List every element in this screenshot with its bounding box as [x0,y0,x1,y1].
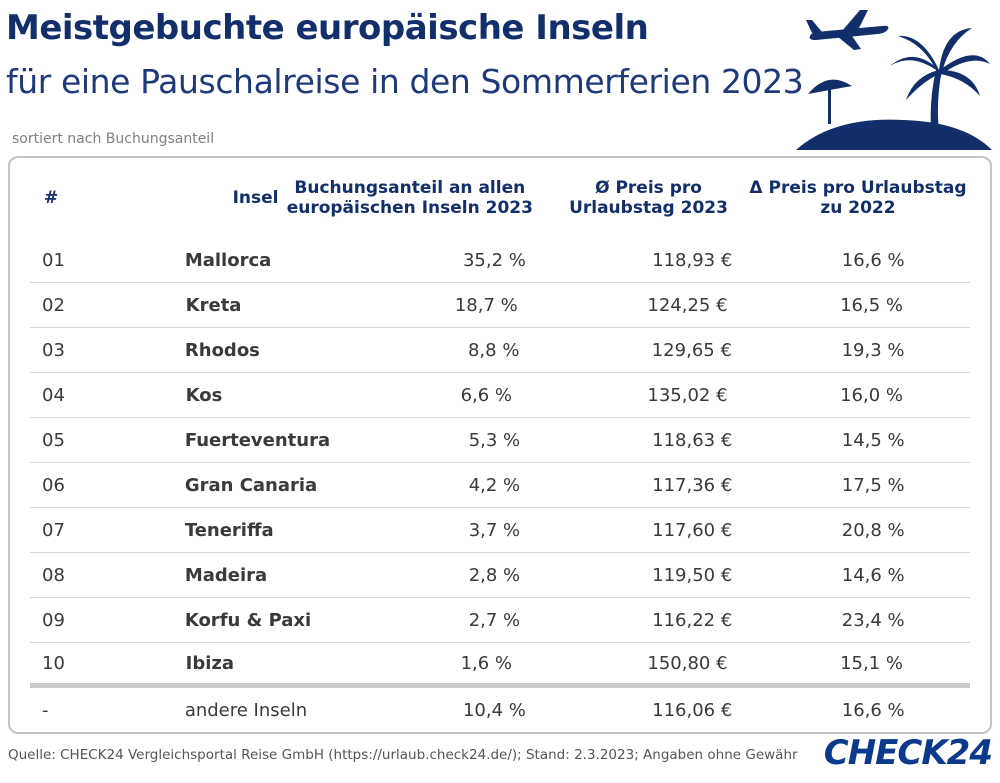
delta-cell: 17,5 % [841,474,905,496]
share-cell: 6,6 % [460,384,513,406]
header-delta-line2: zu 2022 [820,198,896,218]
delta-cell: 16,5 % [840,294,903,316]
share-cell: 2,7 % [468,609,521,631]
table-row: 03 Rhodos 8,8 % 129,65 € 19,3 % [30,328,970,373]
share-cell: 35,2 % [462,249,526,271]
island-icon [796,119,992,150]
airplane-icon [806,10,889,50]
share-cell: 3,7 % [468,519,521,541]
price-cell: 117,60 € [652,519,733,541]
page-subtitle: für eine Pauschalreise in den Sommerferi… [6,62,804,101]
source-note: Quelle: CHECK24 Vergleichsportal Reise G… [8,747,798,763]
delta-cell: 16,6 % [841,700,905,721]
page-title: Meistgebuchte europäische Inseln [6,8,649,48]
header-delta-line1: Δ Preis pro Urlaubstag [749,178,967,198]
header-price-line2: Urlaubstag 2023 [569,198,728,218]
share-cell: 2,8 % [468,564,521,586]
island-cell: andere Inseln [184,700,308,721]
rank-cell: 03 [42,339,65,361]
rank-cell: 04 [42,384,65,406]
price-cell: 117,36 € [652,474,733,496]
delta-cell: 20,8 % [841,519,905,541]
table-row: 04 Kos 6,6 % 135,02 € 16,0 % [30,373,970,418]
rank-cell: 02 [42,294,65,316]
beach-umbrella-icon [808,79,852,124]
table-row: 08 Madeira 2,8 % 119,50 € 14,6 % [30,553,970,598]
delta-cell: 19,3 % [841,339,905,361]
palm-tree-icon [890,28,990,140]
rank-cell: 05 [42,429,65,451]
rank-cell: 10 [42,652,65,674]
header-price-line1: Ø Preis pro [595,178,702,198]
share-cell: 1,6 % [460,652,513,674]
table-row: 05 Fuerteventura 5,3 % 118,63 € 14,5 % [30,418,970,463]
rank-cell: 06 [42,474,65,496]
table-row: 07 Teneriffa 3,7 % 117,60 € 20,8 % [30,508,970,553]
price-cell: 150,80 € [647,652,728,674]
header-island: Insel [232,188,279,208]
header-share: Buchungsanteil an allen europäischen Ins… [269,178,552,218]
other-row: - andere Inseln 10,4 % 116,06 € 16,6 % [30,688,970,733]
share-cell: 10,4 % [462,700,526,721]
rank-cell: 07 [42,519,65,541]
table-row: 01 Mallorca 35,2 % 118,93 € 16,6 % [30,238,970,283]
table-row: 02 Kreta 18,7 % 124,25 € 16,5 % [30,283,970,328]
beach-illustration [796,10,992,150]
header-price: Ø Preis pro Urlaubstag 2023 [551,178,746,218]
header-share-line2: europäischen Inseln 2023 [286,198,533,218]
rank-cell: 09 [42,609,65,631]
island-cell: Madeira [184,564,268,586]
price-cell: 119,50 € [652,564,733,586]
share-cell: 4,2 % [468,474,521,496]
island-cell: Rhodos [184,339,260,361]
price-cell: 118,63 € [652,429,733,451]
island-cell: Fuerteventura [184,429,331,451]
header-rank: # [44,188,59,208]
share-cell: 8,8 % [467,339,520,361]
header-delta: Δ Preis pro Urlaubstag zu 2022 [746,178,970,218]
price-cell: 124,25 € [647,294,728,316]
rank-cell: 01 [42,249,65,271]
island-cell: Mallorca [184,249,272,271]
price-cell: 118,93 € [652,249,733,271]
delta-cell: 15,1 % [840,652,903,674]
price-cell: 129,65 € [651,339,732,361]
data-table: # Insel Buchungsanteil an allen europäis… [8,156,992,734]
table-header: # Insel Buchungsanteil an allen europäis… [30,170,970,226]
share-cell: 18,7 % [454,294,518,316]
delta-cell: 14,6 % [841,564,905,586]
island-cell: Gran Canaria [184,474,318,496]
island-cell: Ibiza [185,652,235,674]
delta-cell: 16,0 % [840,384,903,406]
price-cell: 116,06 € [652,700,733,721]
rank-cell: 08 [42,564,65,586]
island-cell: Teneriffa [184,519,274,541]
island-cell: Kreta [185,294,242,316]
rank-cell: - [42,700,49,721]
island-cell: Korfu & Paxi [184,609,312,631]
delta-cell: 16,6 % [841,249,905,271]
table-row: 10 Ibiza 1,6 % 150,80 € 15,1 % [30,643,970,688]
table-row: 09 Korfu & Paxi 2,7 % 116,22 € 23,4 % [30,598,970,643]
check24-logo: CHECK24 [823,733,993,773]
price-cell: 135,02 € [647,384,728,406]
island-cell: Kos [185,384,223,406]
table-row: 06 Gran Canaria 4,2 % 117,36 € 17,5 % [30,463,970,508]
price-cell: 116,22 € [652,609,733,631]
delta-cell: 23,4 % [841,609,905,631]
share-cell: 5,3 % [468,429,521,451]
sort-note: sortiert nach Buchungsanteil [12,131,215,147]
header-share-line1: Buchungsanteil an allen [294,178,526,198]
delta-cell: 14,5 % [841,429,905,451]
